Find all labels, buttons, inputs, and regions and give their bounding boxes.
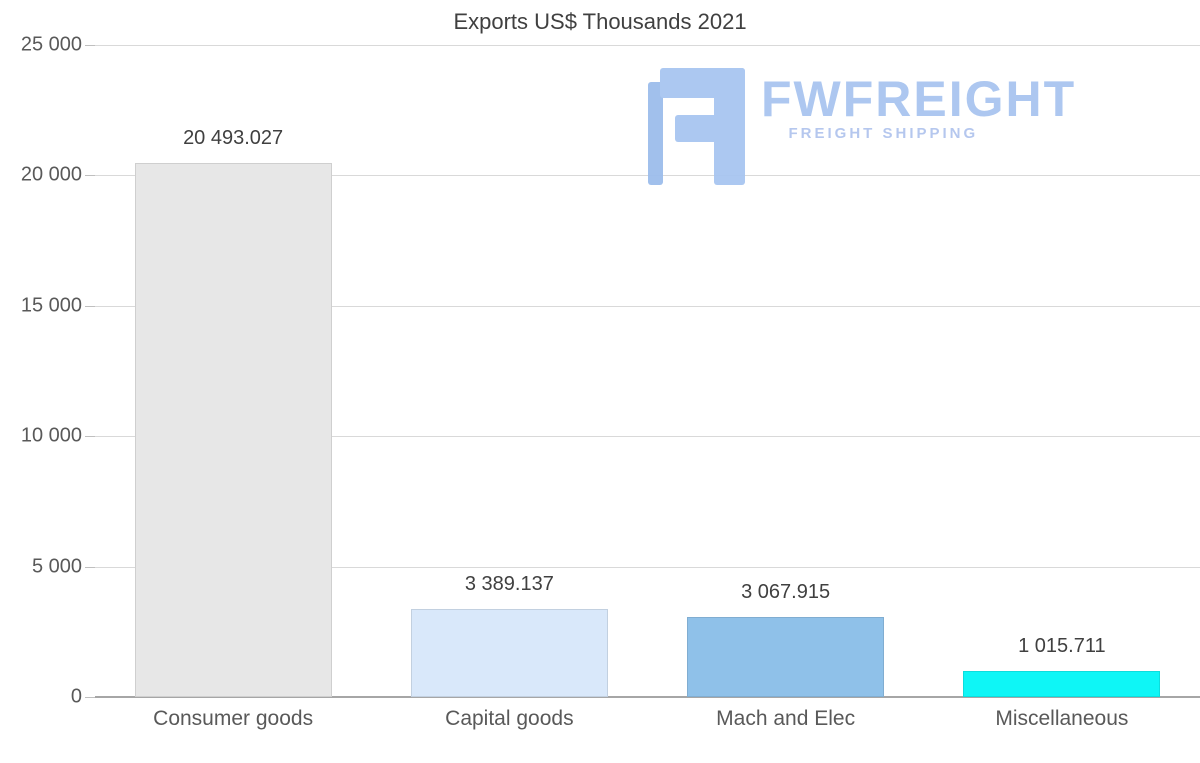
bar-value-label: 3 389.137 (464, 572, 554, 595)
x-axis-category-label: Capital goods (445, 707, 574, 730)
bar-value-label: 1 015.711 (1018, 634, 1106, 657)
x-axis-category-label: Mach and Elec (716, 707, 856, 730)
gridline (95, 566, 1200, 568)
gridline (95, 45, 1200, 46)
bar-miscellaneous (963, 670, 1161, 697)
fwfreight-logo-text: FWFREIGHT FREIGHT SHIPPING (761, 68, 1076, 142)
bar-capital-goods (410, 608, 608, 697)
y-axis-tick-label: 25 000 (20, 33, 82, 56)
y-axis-tick (85, 175, 95, 177)
gridline (95, 175, 1200, 177)
tagline-text: FREIGHT SHIPPING (788, 124, 979, 142)
y-axis-tick (85, 45, 95, 46)
y-axis-tick-label: 10 000 (20, 424, 82, 447)
y-axis-tick (85, 305, 95, 307)
fwfreight-logo: FWFREIGHT FREIGHT SHIPPING (648, 68, 1076, 185)
y-axis-tick-label: 0 (70, 685, 82, 708)
y-axis-tick-label: 5 000 (31, 555, 82, 578)
gridline (95, 305, 1200, 307)
x-axis-line (95, 696, 1200, 698)
x-axis-category-label: Consumer goods (153, 707, 314, 730)
bar-mach-and-elec (687, 616, 885, 697)
y-axis-tick (85, 566, 95, 568)
bar-value-label: 20 493.027 (183, 126, 284, 149)
chart-title: Exports US$ Thousands 2021 (453, 9, 747, 34)
y-axis-tick-label: 15 000 (20, 294, 82, 317)
y-axis-tick (85, 436, 95, 438)
bar-value-label: 3 067.915 (741, 580, 831, 603)
y-axis-tick (85, 697, 95, 698)
fwfreight-logo-icon (648, 68, 745, 185)
gridline (95, 436, 1200, 438)
x-axis-category-label: Miscellaneous (995, 707, 1129, 730)
bar-consumer-goods (134, 162, 332, 697)
y-axis-tick-label: 20 000 (20, 163, 82, 186)
brand-text: FWFREIGHT (761, 71, 1077, 127)
